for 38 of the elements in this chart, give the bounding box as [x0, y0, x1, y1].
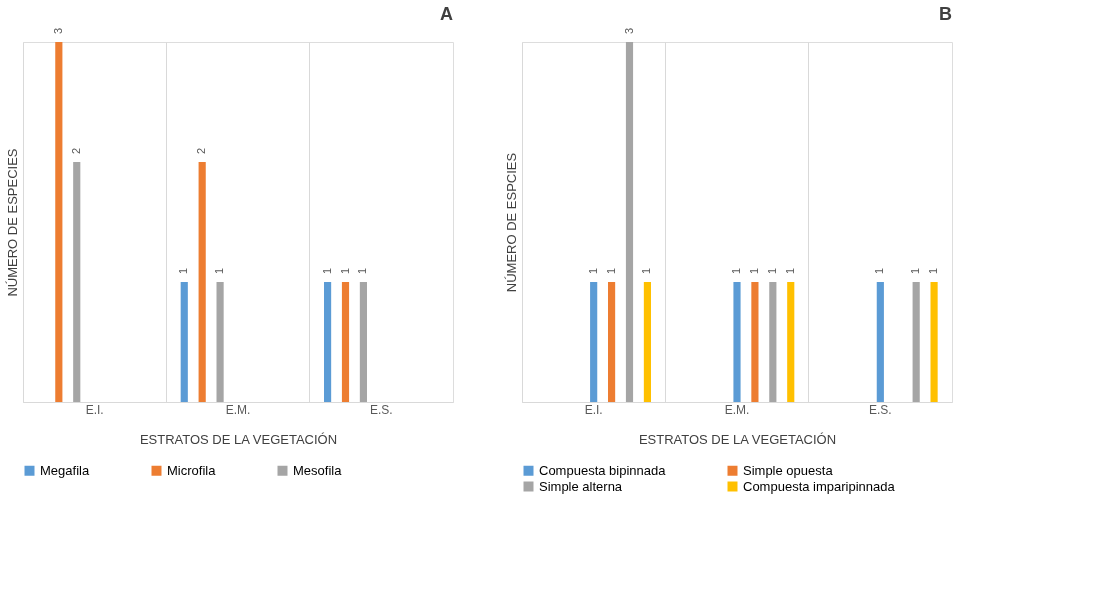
- data-label: 1: [909, 267, 922, 274]
- data-label: 2: [69, 147, 82, 154]
- data-label: 3: [51, 27, 64, 34]
- x-tick-label: E.I.: [85, 402, 104, 417]
- y-axis-title: NÚMERO DE ESPCIES: [503, 152, 519, 293]
- data-label: 1: [604, 267, 617, 274]
- data-label: 1: [730, 267, 742, 274]
- x-tick-label: E.M.: [724, 402, 750, 417]
- data-label: 2: [195, 147, 208, 154]
- data-label: 1: [177, 267, 190, 274]
- x-axis-title: ESTRATOS DE LA VEGETACIÓN: [638, 431, 837, 447]
- data-label: 1: [747, 267, 760, 274]
- data-label: 1: [927, 267, 940, 274]
- legend-label: Compuesta bipinnada: [539, 462, 667, 478]
- data-label: 1: [586, 267, 599, 274]
- x-tick-label: E.I.: [584, 402, 603, 417]
- data-label: 1: [873, 267, 886, 274]
- x-tick-label: E.S.: [369, 402, 393, 417]
- legend-label: Simple opuesta: [743, 462, 834, 478]
- x-tick-label: E.M.: [225, 402, 251, 417]
- chart-title: B: [939, 3, 952, 24]
- data-label: 1: [213, 267, 226, 274]
- data-label: 1: [640, 267, 653, 274]
- data-label: 1: [765, 267, 778, 274]
- legend-label: Microfila: [167, 462, 217, 478]
- data-label: 1: [338, 267, 351, 274]
- y-axis-title: NÚMERO DE ESPECIES: [4, 148, 20, 297]
- legend-label: Compuesta imparipinnada: [743, 478, 896, 494]
- data-label: 1: [356, 267, 369, 274]
- data-label: 3: [622, 27, 635, 34]
- data-label: 1: [783, 267, 796, 274]
- chart-title: A: [440, 3, 453, 24]
- legend-label: Mesofila: [293, 462, 343, 478]
- data-label: 1: [320, 267, 333, 274]
- x-axis-title: ESTRATOS DE LA VEGETACIÓN: [139, 431, 338, 447]
- legend-label: Megafila: [40, 462, 90, 478]
- x-tick-label: E.S.: [868, 402, 892, 417]
- legend-label: Simple alterna: [539, 478, 623, 494]
